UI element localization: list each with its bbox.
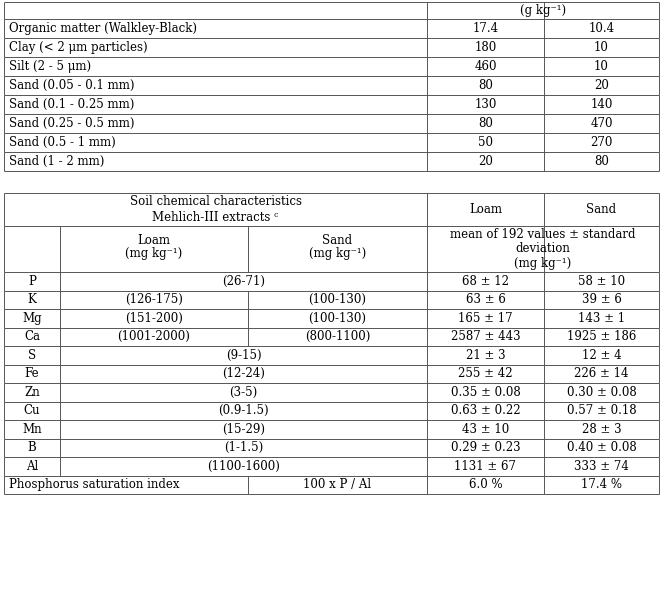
Text: (15-29): (15-29): [222, 423, 265, 436]
Text: 255 ± 42: 255 ± 42: [458, 367, 513, 380]
Text: (3-5): (3-5): [229, 386, 258, 399]
Text: 140: 140: [590, 98, 613, 111]
Text: 130: 130: [474, 98, 497, 111]
Text: 10: 10: [594, 41, 609, 54]
Text: Mg: Mg: [22, 312, 42, 325]
Text: 17.4 %: 17.4 %: [581, 478, 622, 491]
Text: 226 ± 14: 226 ± 14: [574, 367, 629, 380]
Text: (100-130): (100-130): [309, 312, 367, 325]
Text: 20: 20: [478, 155, 493, 168]
Text: mean of 192 values ± standard: mean of 192 values ± standard: [450, 229, 635, 242]
Text: (g kg⁻¹): (g kg⁻¹): [520, 4, 566, 17]
Text: (1-1.5): (1-1.5): [224, 441, 263, 454]
Text: 10: 10: [594, 60, 609, 73]
Text: 21 ± 3: 21 ± 3: [465, 349, 505, 362]
Text: (26-71): (26-71): [222, 275, 265, 288]
Text: Sand (0.1 - 0.25 mm): Sand (0.1 - 0.25 mm): [9, 98, 134, 111]
Text: (126-175): (126-175): [125, 293, 183, 306]
Text: 1925 ± 186: 1925 ± 186: [567, 330, 636, 343]
Text: 2587 ± 443: 2587 ± 443: [451, 330, 521, 343]
Text: 0.35 ± 0.08: 0.35 ± 0.08: [451, 386, 521, 399]
Text: 1131 ± 67: 1131 ± 67: [454, 460, 517, 473]
Text: Mn: Mn: [22, 423, 42, 436]
Text: K: K: [28, 293, 37, 306]
Text: (mg kg⁻¹): (mg kg⁻¹): [515, 257, 572, 269]
Text: (mg kg⁻¹): (mg kg⁻¹): [125, 247, 183, 260]
Text: (1001-2000): (1001-2000): [118, 330, 191, 343]
Text: 470: 470: [590, 117, 613, 130]
Text: (mg kg⁻¹): (mg kg⁻¹): [309, 247, 366, 260]
Text: 0.63 ± 0.22: 0.63 ± 0.22: [451, 404, 521, 417]
Text: 80: 80: [478, 117, 493, 130]
Text: Al: Al: [26, 460, 38, 473]
Text: Clay (< 2 μm particles): Clay (< 2 μm particles): [9, 41, 147, 54]
Text: Sand: Sand: [586, 203, 617, 216]
Text: 180: 180: [474, 41, 497, 54]
Text: 0.29 ± 0.23: 0.29 ± 0.23: [451, 441, 521, 454]
Text: 6.0 %: 6.0 %: [469, 478, 502, 491]
Text: Sand (0.05 - 0.1 mm): Sand (0.05 - 0.1 mm): [9, 79, 135, 92]
Text: (151-200): (151-200): [125, 312, 183, 325]
Text: 143 ± 1: 143 ± 1: [578, 312, 625, 325]
Text: P: P: [28, 275, 36, 288]
Text: 460: 460: [474, 60, 497, 73]
Text: Organic matter (Walkley-Black): Organic matter (Walkley-Black): [9, 22, 197, 35]
Text: Silt (2 - 5 μm): Silt (2 - 5 μm): [9, 60, 91, 73]
Text: Mehlich-III extracts ᶜ: Mehlich-III extracts ᶜ: [152, 211, 279, 224]
Text: (1100-1600): (1100-1600): [207, 460, 280, 473]
Text: B: B: [28, 441, 37, 454]
Text: 333 ± 74: 333 ± 74: [574, 460, 629, 473]
Text: 20: 20: [594, 79, 609, 92]
Text: 17.4: 17.4: [473, 22, 499, 35]
Text: 10.4: 10.4: [588, 22, 615, 35]
Text: 165 ± 17: 165 ± 17: [458, 312, 513, 325]
Text: 0.40 ± 0.08: 0.40 ± 0.08: [566, 441, 636, 454]
Text: 58 ± 10: 58 ± 10: [578, 275, 625, 288]
Text: 63 ± 6: 63 ± 6: [465, 293, 505, 306]
Text: Loam: Loam: [137, 233, 171, 247]
Text: S: S: [28, 349, 36, 362]
Text: Sand (1 - 2 mm): Sand (1 - 2 mm): [9, 155, 104, 168]
Text: Loam: Loam: [469, 203, 502, 216]
Text: (12-24): (12-24): [222, 367, 265, 380]
Text: 39 ± 6: 39 ± 6: [582, 293, 622, 306]
Text: (800-1100): (800-1100): [305, 330, 371, 343]
Text: (0.9-1.5): (0.9-1.5): [218, 404, 269, 417]
Text: 0.30 ± 0.08: 0.30 ± 0.08: [566, 386, 636, 399]
Text: (100-130): (100-130): [309, 293, 367, 306]
Text: 100 x P / Al: 100 x P / Al: [303, 478, 372, 491]
Text: deviation: deviation: [515, 242, 570, 256]
Text: 28 ± 3: 28 ± 3: [582, 423, 622, 436]
Text: 43 ± 10: 43 ± 10: [462, 423, 509, 436]
Text: Fe: Fe: [25, 367, 39, 380]
Text: 50: 50: [478, 136, 493, 149]
Text: Zn: Zn: [24, 386, 40, 399]
Text: 68 ± 12: 68 ± 12: [462, 275, 509, 288]
Text: Sand (0.5 - 1 mm): Sand (0.5 - 1 mm): [9, 136, 116, 149]
Text: Phosphorus saturation index: Phosphorus saturation index: [9, 478, 179, 491]
Text: Sand (0.25 - 0.5 mm): Sand (0.25 - 0.5 mm): [9, 117, 135, 130]
Text: Cu: Cu: [24, 404, 41, 417]
Text: 80: 80: [478, 79, 493, 92]
Text: 270: 270: [590, 136, 613, 149]
Text: 0.57 ± 0.18: 0.57 ± 0.18: [566, 404, 636, 417]
Text: 80: 80: [594, 155, 609, 168]
Text: Soil chemical characteristics: Soil chemical characteristics: [129, 195, 301, 208]
Text: Ca: Ca: [24, 330, 40, 343]
Text: (9-15): (9-15): [226, 349, 262, 362]
Text: 12 ± 4: 12 ± 4: [582, 349, 622, 362]
Text: Sand: Sand: [323, 233, 353, 247]
